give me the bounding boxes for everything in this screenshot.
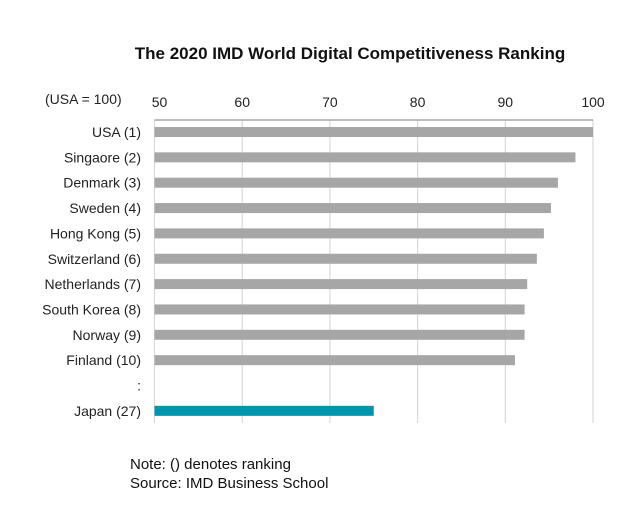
category-label: Japan (27)	[74, 403, 141, 419]
category-label: Denmark (3)	[63, 175, 141, 191]
bar-highlight	[154, 405, 374, 416]
x-axis: 50 60 70 80 90 100	[152, 94, 605, 121]
category-label: Norway (9)	[73, 327, 141, 343]
bar	[154, 228, 544, 239]
bar	[154, 355, 515, 366]
bar	[154, 279, 528, 290]
category-label: Singaore (2)	[64, 149, 141, 165]
x-tick-label: 70	[322, 94, 338, 110]
bar	[154, 127, 593, 137]
bar	[154, 152, 576, 163]
x-tick-label: 100	[581, 94, 605, 110]
category-labels: USA (1) Singaore (2) Denmark (3) Sweden (4)…	[42, 124, 141, 419]
note-text: Note: () denotes ranking	[130, 456, 291, 473]
category-label: USA (1)	[92, 124, 141, 140]
category-label: South Korea (8)	[42, 301, 141, 317]
source-text: Source: IMD Business School	[130, 475, 329, 492]
x-tick-label: 80	[410, 94, 426, 110]
gridlines	[153, 120, 594, 423]
bar	[154, 203, 551, 214]
category-label: Netherlands (7)	[45, 276, 142, 292]
category-label: Hong Kong (5)	[50, 225, 141, 241]
bar	[154, 329, 525, 340]
category-label: Sweden (4)	[69, 200, 141, 216]
chart-title: The 2020 IMD World Digital Competitivene…	[134, 44, 566, 63]
x-tick-label: 90	[498, 94, 514, 110]
bar	[154, 304, 525, 315]
bar	[154, 253, 537, 264]
category-label: Finland (10)	[66, 352, 141, 368]
unit-label: (USA = 100)	[45, 91, 122, 107]
x-tick-label: 60	[234, 94, 250, 110]
bars	[154, 127, 593, 416]
chart-notes: Note: () denotes ranking Source: IMD Bus…	[130, 455, 328, 493]
x-tick-label: 50	[152, 94, 168, 110]
category-label: Switzerland (6)	[48, 251, 141, 267]
category-label: :	[137, 378, 141, 394]
bar	[154, 177, 558, 188]
